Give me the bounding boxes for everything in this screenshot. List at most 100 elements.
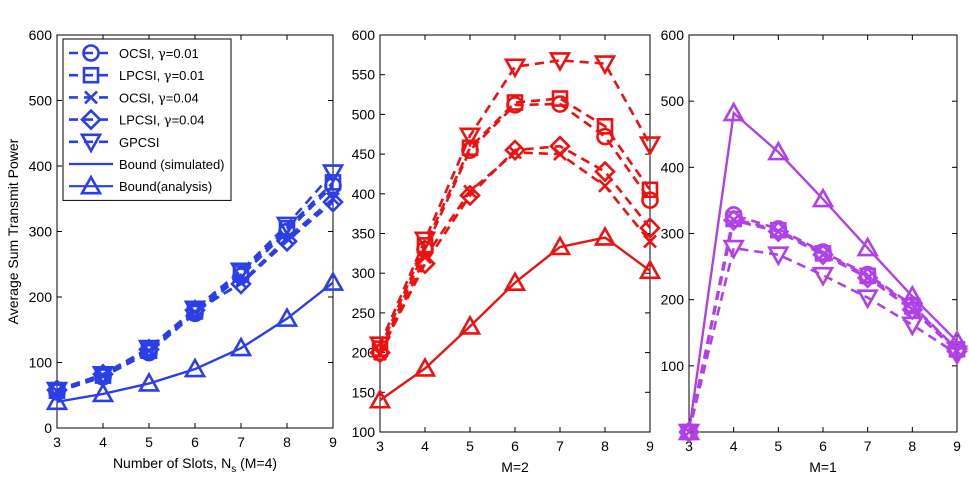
legend-label-ocsi-0-01: OCSI, γ=0.01 [119,46,199,62]
x-tick-label: 9 [953,438,961,454]
x-axis-label: Number of Slots, Ns (M=4) [113,455,277,475]
x-tick-label: 5 [774,438,782,454]
x-tick-label: 9 [329,434,337,450]
data-point-gpcsi [229,262,253,283]
series-line-gpcsi [56,171,334,392]
data-point-bound-analysis [767,140,790,161]
data-point-bound-analysis [856,236,879,257]
data-point-bound-analysis [413,356,437,377]
legend-label-gpcsi: GPCSI [119,135,159,150]
x-tick-label: 5 [145,434,153,450]
y-tick-label: 200 [29,289,53,305]
y-tick-label: 500 [661,93,685,109]
series-line-lpcsi-0-04 [378,144,652,354]
data-point-bound-analysis [91,382,115,403]
data-point-bound-analysis [722,101,745,122]
data-point-lpcsi-0-04 [856,266,879,289]
legend-label-lpcsi-0-04: LPCSI, γ=0.04 [119,113,204,129]
data-point-lpcsi-0-01 [551,90,569,107]
data-point-ocsi-0-04 [463,184,477,199]
y-tick-label: 300 [352,265,376,281]
legend-label-ocsi-0-04: OCSI, γ=0.04 [119,90,199,106]
y-tick-label: 200 [352,345,376,361]
data-point-bound-analysis [321,270,345,291]
legend-marker [80,108,102,131]
x-tick-label: 7 [864,438,872,454]
data-point-bound-analysis [183,357,207,378]
series-line-bound-analysis [379,236,651,402]
data-point-lpcsi-0-01 [506,94,524,111]
data-point-bound-analysis [368,388,392,409]
y-tick-label: 400 [352,186,376,202]
data-point-gpcsi [45,381,69,402]
data-point-bound-analysis [45,390,69,411]
y-tick-label: 400 [661,159,685,175]
data-point-bound-analysis [503,271,527,292]
series-line-bound-analysis [687,110,958,433]
x-axis-label: M=2 [501,459,529,475]
data-point-lpcsi-0-01 [324,174,342,191]
y-tick-label: 600 [29,27,53,43]
x-tick-label: 6 [511,438,519,454]
data-point-lpcsi-0-04 [504,139,526,161]
y-tick-label: 500 [29,93,53,109]
x-tick-label: 4 [730,438,738,454]
x-axis-label: M=1 [809,459,837,475]
data-point-gpcsi [137,339,161,360]
legend-marker [82,44,100,62]
data-point-gpcsi [593,55,617,76]
data-point-lpcsi-0-04 [276,230,298,253]
data-point-lpcsi-0-04 [414,252,436,275]
x-axis-label-suffix: (M=4) [236,455,277,471]
data-point-bound-analysis [638,259,662,280]
series-group [368,52,662,409]
y-tick-label: 300 [661,226,685,242]
x-tick-label: 8 [283,434,291,450]
x-tick-label: 6 [819,438,827,454]
data-point-bound-analysis [458,314,482,335]
data-point-lpcsi-0-04 [722,209,745,232]
data-point-gpcsi [413,231,437,252]
data-point-lpcsi-0-04 [639,217,661,239]
y-tick-label: 450 [352,146,376,162]
legend: OCSI, γ=0.01 LPCSI, γ=0.01 OCSI, γ=0.04 LPC… [62,38,232,201]
y-tick-label: 150 [352,384,376,400]
data-point-gpcsi [856,289,879,310]
legend-marker [79,133,103,154]
series-line-bound-analysis [56,281,334,403]
x-tick-label: 8 [601,438,609,454]
data-point-bound-analysis [229,336,253,357]
data-point-bound-analysis [945,329,969,350]
series-group [677,101,969,444]
data-point-lpcsi-0-04 [767,220,790,243]
data-point-lpcsi-0-01 [461,139,479,157]
x-tick-label: 7 [556,438,564,454]
data-point-bound-analysis [548,235,572,256]
data-point-ocsi-0-04 [326,191,340,206]
y-tick-label: 100 [661,358,685,374]
y-tick-label: 100 [352,424,376,440]
x-tick-label: 7 [237,434,245,450]
legend-marker [79,174,103,195]
legend-label-lpcsi-0-01: LPCSI, γ=0.01 [119,68,204,84]
data-point-ocsi-0-04 [280,231,294,245]
legend-label-bound-simulated: Bound (simulated) [119,157,225,172]
data-point-gpcsi [638,136,662,157]
y-tick-label: 0 [44,420,52,436]
data-point-ocsi-0-04 [643,234,657,249]
x-tick-label: 9 [646,438,654,454]
legend-marker [82,66,100,84]
y-tick-label: 400 [29,158,53,174]
data-point-gpcsi [767,246,790,267]
series-line-lpcsi-0-04 [687,218,958,433]
data-point-bound-analysis [677,420,701,441]
data-point-gpcsi [458,127,482,148]
data-point-lpcsi-0-04 [594,160,616,183]
y-tick-label: 550 [352,67,376,83]
x-axis-label-subscript: s [231,464,236,475]
subplot-3: 100 200 300 400 500 600 3 4 5 6 7 8 9 M=1 [661,27,969,475]
data-point-gpcsi [548,52,572,73]
data-point-gpcsi [368,336,392,357]
y-tick-label: 300 [29,224,53,240]
data-point-bound-analysis [901,284,924,305]
